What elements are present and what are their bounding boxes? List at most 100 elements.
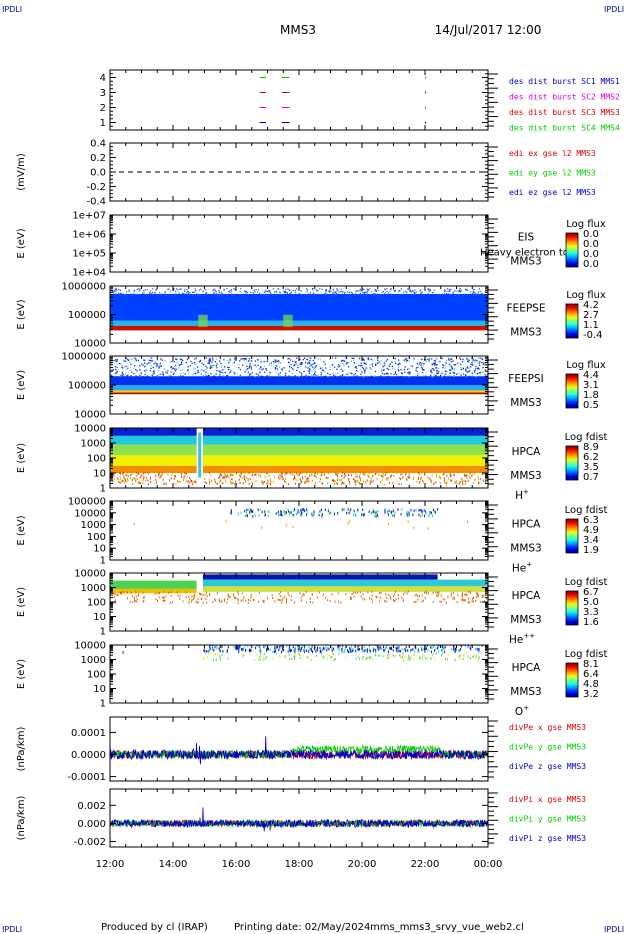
colorbar-label: 0.0 (583, 249, 599, 260)
y-tick-label: 1e+04 (72, 268, 106, 279)
colorbar (565, 590, 579, 626)
colorbar-label: 4.2 (583, 300, 599, 311)
legend-entry: edi ey gse l2 MMS3 (509, 169, 596, 178)
y-axis-label: E (eV) (16, 443, 27, 473)
spacecraft-label: MMS3 (510, 256, 541, 268)
legend-entry: edi ez gse l2 MMS3 (509, 188, 596, 197)
colorbar-label: 1.6 (583, 617, 599, 628)
colorbar-title: Log flux (566, 360, 606, 371)
panel-frame (109, 500, 489, 561)
y-tick-label: 1 (100, 699, 106, 710)
colorbar-label: 1.8 (583, 390, 599, 401)
y-tick-label: -0.002 (74, 837, 106, 848)
burst-dot (425, 91, 426, 94)
panel-content-divpe (110, 736, 488, 765)
colorbar-label: 8.9 (583, 442, 599, 453)
time-axis: 12:00 14:00 16:00 18:00 20:00 22:00 00:00 (96, 859, 503, 870)
x-tick-label: 20:00 (348, 859, 377, 870)
overlay-label: Heavy electron to (480, 248, 569, 259)
corner-mark-top-right: IPDLI (604, 5, 624, 14)
y-tick-label: 100 (87, 598, 106, 609)
x-tick-label: 16:00 (222, 859, 251, 870)
colorbar (565, 303, 579, 339)
colorbar-label: 4.8 (583, 679, 599, 690)
y-tick-label: 100000 (68, 381, 106, 392)
instrument-label: HPCA (512, 519, 542, 531)
footer-printing-date: Printing date: 02/May/2024 (234, 922, 370, 933)
panel-hpca_o: 10000 1000 100 10 1 E (eV) HPCA MMS3 O+ Log fdist… (16, 641, 607, 719)
y-tick-label: 1 (100, 627, 106, 638)
y-tick-label: 0.000 (77, 819, 106, 830)
panel-divpi: 0.002 0.000 -0.002 (nPa/km) divPi x gse MMS3… (16, 788, 586, 848)
species-label: O+ (515, 704, 529, 718)
instrument-label: HPCA (512, 590, 542, 602)
panel-content-feepsi (110, 357, 488, 395)
y-tick-label: 2 (100, 103, 106, 114)
panel-divpe: 0.0001 0.0000 -0.0001 (nPa/km) divPe x gse M… (16, 716, 586, 783)
spacecraft-title: MMS3 (280, 23, 316, 37)
colorbar-title: Log flux (566, 290, 606, 301)
y-axis-label: (nPa/km) (16, 727, 27, 772)
series-line (110, 736, 488, 765)
instrument-label: FEEPSI (508, 373, 543, 385)
legend-entry: divPi x gse MMS3 (509, 795, 586, 804)
x-tick-label: 18:00 (285, 859, 314, 870)
colorbar-label: 6.4 (583, 669, 599, 680)
y-tick-label: 10000 (74, 424, 106, 435)
y-tick-label: 100 (87, 532, 106, 543)
colorbar-label: 6.3 (583, 515, 599, 526)
burst-dot (425, 106, 426, 109)
colorbar-label: 0.7 (583, 472, 599, 483)
colorbar-label: 6.7 (583, 587, 599, 598)
colorbar-title: Log fdist (565, 432, 608, 443)
legend-entry: divPe z gse MMS3 (509, 762, 586, 771)
corner-mark-top-left: IPDLI (2, 5, 22, 14)
y-tick-label: 4 (100, 73, 106, 84)
instrument-label: HPCA (512, 446, 542, 458)
panel-content-hpca_h (110, 428, 488, 488)
instrument-label: HPCA (512, 662, 542, 674)
colorbar-label: 1.9 (583, 545, 599, 556)
spacecraft-label: MMS3 (510, 397, 541, 409)
colorbar-label: 0.5 (583, 400, 599, 411)
footer-produced: Produced by cl (IRAP) (101, 922, 208, 933)
panel-content-divpi (110, 807, 488, 832)
y-tick-label: 1000000 (61, 352, 106, 363)
legend-entry: divPi y gse MMS3 (509, 815, 586, 824)
colorbar-title: Log fdist (565, 505, 608, 516)
x-tick-label: 00:00 (474, 859, 503, 870)
y-tick-label: 1 (100, 118, 106, 129)
y-axis-label: E (eV) (16, 587, 27, 617)
colorbar (565, 662, 579, 698)
y-tick-label: 1 (100, 556, 106, 567)
footer-script-name: mms_mms3_srvy_vue_web2.cl (370, 922, 524, 933)
spacecraft-label: MMS3 (510, 686, 541, 698)
legend-entry: divPe y gse MMS3 (509, 743, 586, 752)
colorbar-title: Log fdist (565, 577, 608, 588)
y-tick-label: 1000000 (61, 282, 106, 293)
y-axis-label: E (eV) (16, 299, 27, 329)
legend-entry: des dist burst SC3 MMS3 (509, 108, 620, 117)
panel-content-feepse (110, 288, 488, 331)
colorbar-label: 0.0 (583, 239, 599, 250)
y-tick-label: 100 (87, 454, 106, 465)
colorbar-label: 0.0 (583, 259, 599, 270)
panels-group: 1 2 3 4 des dist burst SC1 MMS1 des dist burs… (16, 69, 620, 848)
colorbar-label: 3.2 (583, 689, 599, 700)
spacecraft-label: MMS3 (510, 470, 541, 482)
panel-content-burst (259, 76, 426, 124)
y-tick-label: -0.2 (86, 182, 106, 193)
legend-entry: des dist burst SC1 MMS1 (509, 77, 620, 86)
burst-dot (425, 76, 426, 79)
colorbar-label: 4.9 (583, 525, 599, 536)
legend-entry: des dist burst SC2 MMS2 (509, 93, 620, 102)
panel-hpca_hepp: 10000 1000 100 10 1 E (eV) HPCA MMS3 He++ Log fdi… (16, 569, 607, 647)
y-tick-label: 10000 (74, 569, 106, 580)
legend-entry: divPi z gse MMS3 (509, 834, 586, 843)
y-axis-label: E (eV) (16, 515, 27, 545)
colorbar-label: 0.0 (583, 229, 599, 240)
y-tick-label: 100000 (68, 497, 106, 508)
